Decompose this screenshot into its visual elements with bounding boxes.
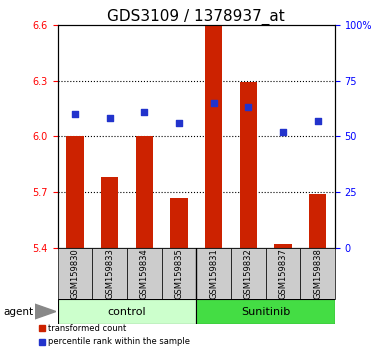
Bar bbox=[205, 25, 222, 248]
Point bbox=[315, 118, 321, 124]
Bar bbox=[300, 248, 335, 299]
Text: Sunitinib: Sunitinib bbox=[241, 307, 290, 316]
Bar bbox=[58, 299, 196, 324]
Text: GSM159830: GSM159830 bbox=[70, 248, 80, 299]
Point bbox=[141, 109, 147, 115]
Bar bbox=[67, 136, 84, 248]
Text: GSM159833: GSM159833 bbox=[105, 248, 114, 299]
Bar bbox=[274, 244, 292, 248]
Text: GSM159838: GSM159838 bbox=[313, 248, 322, 299]
Bar bbox=[162, 248, 196, 299]
Legend: transformed count, percentile rank within the sample: transformed count, percentile rank withi… bbox=[35, 321, 194, 350]
Bar bbox=[127, 248, 162, 299]
Bar bbox=[239, 82, 257, 248]
Point bbox=[176, 120, 182, 126]
Text: GSM159835: GSM159835 bbox=[174, 248, 184, 299]
Bar bbox=[196, 248, 231, 299]
Point bbox=[211, 100, 217, 105]
Text: agent: agent bbox=[4, 307, 34, 316]
Bar bbox=[136, 136, 153, 248]
Point bbox=[72, 111, 78, 117]
Text: GSM159831: GSM159831 bbox=[209, 248, 218, 299]
Point bbox=[107, 116, 113, 121]
Polygon shape bbox=[35, 304, 56, 319]
Bar bbox=[92, 248, 127, 299]
Bar bbox=[101, 177, 119, 248]
Bar bbox=[266, 248, 300, 299]
Title: GDS3109 / 1378937_at: GDS3109 / 1378937_at bbox=[107, 8, 285, 25]
Bar bbox=[196, 299, 335, 324]
Bar bbox=[309, 194, 326, 248]
Text: GSM159837: GSM159837 bbox=[278, 248, 288, 299]
Text: control: control bbox=[108, 307, 146, 316]
Text: GSM159834: GSM159834 bbox=[140, 248, 149, 299]
Bar bbox=[231, 248, 266, 299]
Point bbox=[280, 129, 286, 135]
Bar bbox=[58, 248, 92, 299]
Point bbox=[245, 104, 251, 110]
Bar bbox=[170, 198, 188, 248]
Text: GSM159832: GSM159832 bbox=[244, 248, 253, 299]
